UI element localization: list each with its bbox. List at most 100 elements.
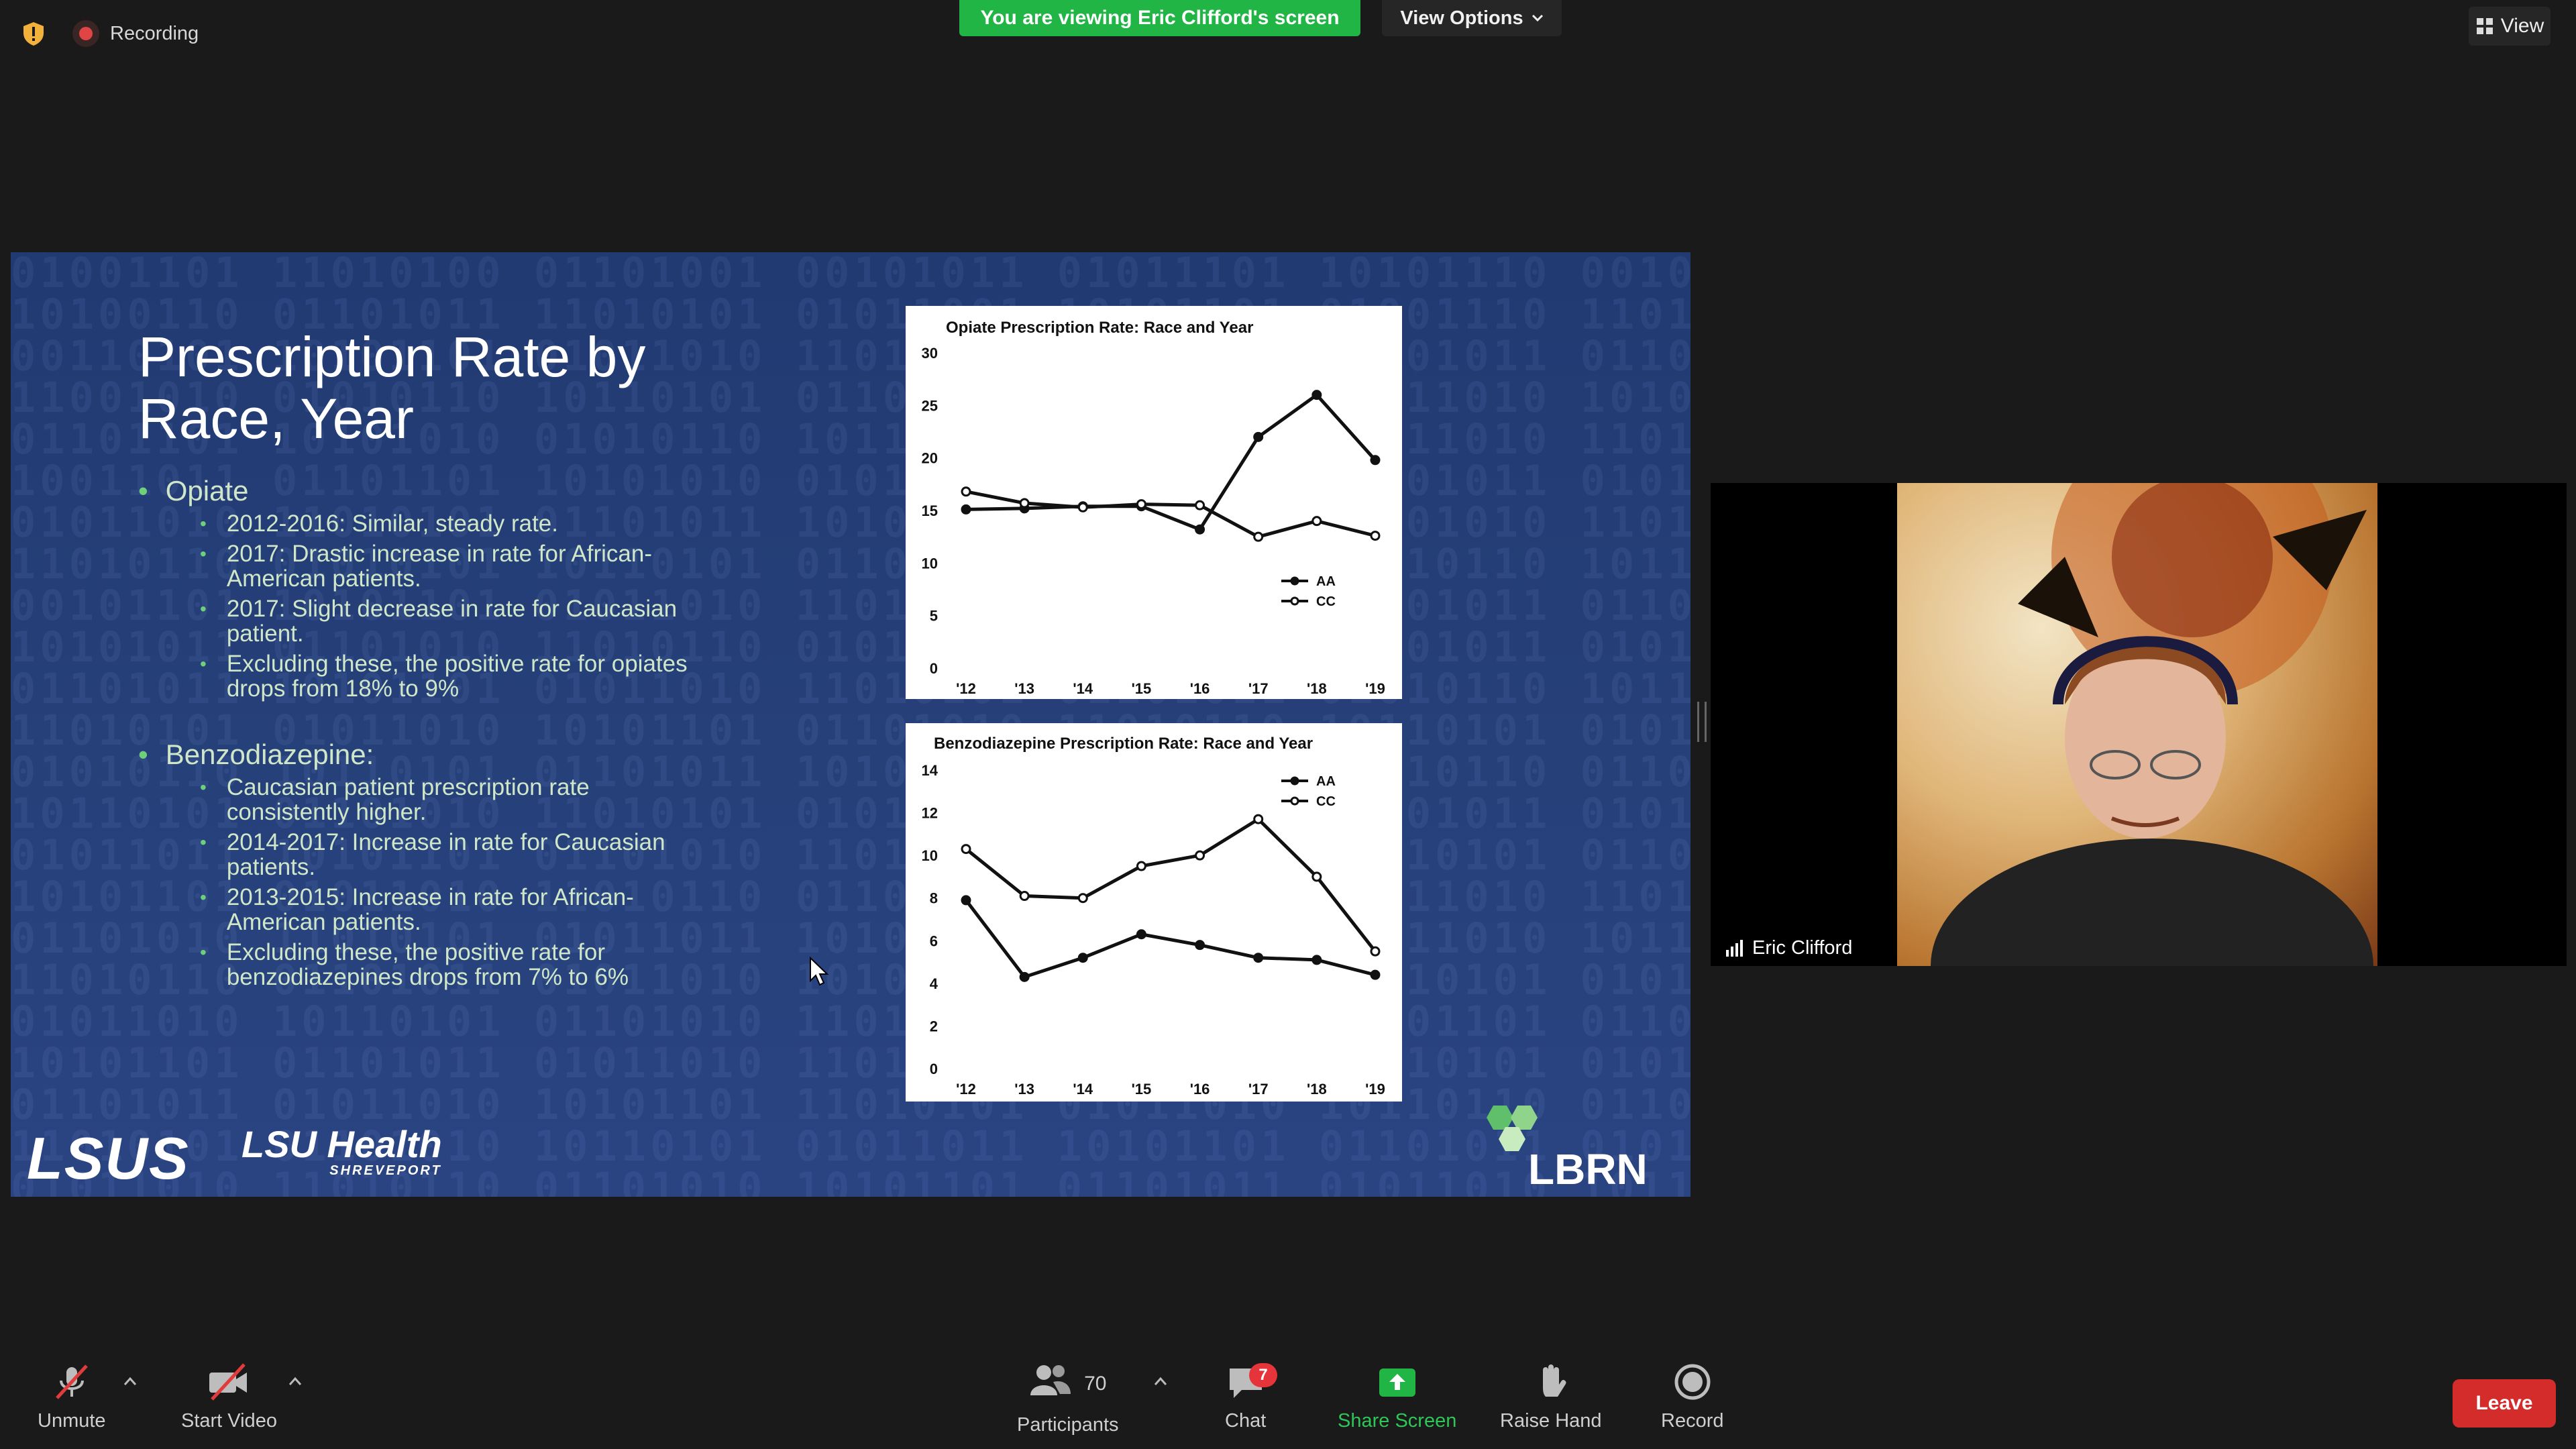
start-video-button[interactable]: Start Video (181, 1362, 277, 1432)
data-point-aa (1019, 971, 1030, 982)
x-tick-label: '13 (1014, 1081, 1034, 1097)
chevron-down-icon (1532, 14, 1543, 22)
legend-marker-cc (1290, 596, 1299, 606)
audio-options-caret-icon[interactable] (123, 1377, 137, 1386)
x-tick-label: '12 (956, 1081, 976, 1097)
opiate-chart-panel: Opiate Prescription Rate: Race and Year 0… (906, 306, 1402, 699)
data-point-aa (1253, 953, 1264, 963)
microphone-muted-icon (55, 1364, 88, 1399)
legend-label: AA (1316, 574, 1336, 589)
lsus-logo: LSUS (27, 1125, 190, 1191)
sub-bullet: • 2012-2016: Similar, steady rate. (200, 511, 558, 537)
sub-bullet: • 2017: Slight decrease in rate for Cauca… (200, 596, 715, 646)
bullet-label: Opiate (165, 475, 249, 506)
benzodiazepine-chart-panel: Benzodiazepine Prescription Rate: Race a… (906, 723, 1402, 1102)
opiate-chart: Opiate Prescription Rate: Race and Year 0… (922, 319, 1385, 697)
data-point-aa (1311, 955, 1322, 965)
participants-button[interactable]: 70 Participants (1017, 1362, 1119, 1436)
x-tick-label: '17 (1248, 1081, 1269, 1097)
video-options-caret-icon[interactable] (288, 1377, 302, 1386)
chart-title: Opiate Prescription Rate: Race and Year (946, 319, 1253, 337)
view-button[interactable]: View (2469, 7, 2551, 46)
chat-label: Chat (1225, 1410, 1267, 1432)
x-tick-label: '19 (1365, 1081, 1385, 1097)
legend-label: CC (1316, 594, 1336, 609)
y-tick-label: 10 (922, 847, 938, 864)
panel-resize-handle[interactable] (1697, 702, 1707, 742)
shreveport-text: SHREVEPORT (329, 1163, 442, 1178)
lbrn-text: LBRN (1528, 1145, 1648, 1193)
sub-bullet-text: 2017: Slight decrease in rate for Caucas… (226, 596, 678, 647)
slide-title-line1: Prescription Rate by (138, 325, 646, 388)
legend-marker-cc (1290, 796, 1299, 806)
bullet-benzodiazepine: • Benzodiazepine: (138, 739, 374, 770)
data-point-aa (961, 504, 971, 515)
leave-button[interactable]: Leave (2453, 1379, 2556, 1428)
sub-bullet-text: Caucasian patient prescription rate cons… (226, 774, 590, 825)
data-point-aa (1077, 953, 1088, 963)
sub-bullet: • Caucasian patient prescription rate con… (200, 775, 715, 824)
signal-strength-icon (1726, 940, 1743, 957)
lbrn-hexagon-icon (1487, 1106, 1538, 1151)
recording-indicator-icon (72, 20, 99, 47)
sub-bullet: • 2013-2015: Increase in rate for African… (200, 885, 715, 934)
start-video-label: Start Video (181, 1410, 277, 1432)
bullet-opiate: • Opiate (138, 475, 249, 506)
data-point-aa (1195, 524, 1205, 535)
view-label: View (2500, 15, 2544, 37)
raise-hand-button[interactable]: Raise Hand (1500, 1362, 1602, 1432)
y-tick-label: 20 (922, 450, 938, 467)
data-point-aa (1311, 390, 1322, 400)
legend-marker-aa (1290, 776, 1299, 786)
security-shield-icon[interactable] (20, 20, 47, 47)
x-tick-label: '14 (1073, 1081, 1093, 1097)
x-tick-label: '17 (1248, 680, 1269, 697)
sub-bullet: • 2014-2017: Increase in rate for Caucasi… (200, 830, 715, 879)
sub-bullet-text: Excluding these, the positive rate for o… (226, 651, 688, 702)
chat-unread-badge: 7 (1249, 1363, 1277, 1387)
view-options-button[interactable]: View Options (1382, 0, 1562, 36)
data-point-aa (1253, 431, 1264, 442)
x-tick-label: '16 (1190, 1081, 1210, 1097)
lsu-health-text: LSU Health (241, 1123, 442, 1165)
y-tick-label: 0 (930, 660, 938, 677)
x-tick-label: '12 (956, 680, 976, 697)
data-point-aa (1370, 455, 1381, 466)
data-point-aa (1195, 940, 1205, 951)
y-tick-label: 8 (930, 890, 938, 907)
data-point-cc (1077, 502, 1088, 513)
slide-bullets: • Opiate • 2012-2016: Similar, steady rate… (138, 475, 715, 995)
share-screen-label: Share Screen (1338, 1410, 1457, 1432)
grid-view-icon (2476, 18, 2493, 34)
x-tick-label: '19 (1365, 680, 1385, 697)
record-button[interactable]: Record (1661, 1362, 1724, 1432)
legend-label: CC (1316, 794, 1336, 809)
y-tick-label: 6 (930, 932, 938, 949)
data-point-aa (1370, 969, 1381, 980)
data-point-cc (1370, 531, 1381, 541)
participant-video-frame (1931, 483, 2373, 966)
slide-title: Prescription Rate by Race, Year (138, 326, 742, 449)
share-screen-button[interactable]: Share Screen (1338, 1362, 1456, 1432)
y-tick-label: 15 (922, 502, 938, 519)
x-tick-label: '18 (1307, 1081, 1327, 1097)
record-label: Record (1661, 1410, 1724, 1432)
view-options-label: View Options (1400, 7, 1523, 29)
y-tick-label: 2 (930, 1018, 938, 1034)
mouse-cursor-icon (810, 957, 829, 986)
viewing-banner: You are viewing Eric Clifford's screen (959, 0, 1360, 36)
lbrn-logo: LBRN (1473, 1099, 1648, 1193)
participants-options-caret-icon[interactable] (1154, 1377, 1167, 1386)
participant-video[interactable] (1897, 483, 2377, 966)
data-point-cc (961, 486, 971, 497)
data-point-cc (961, 844, 971, 855)
sub-bullet-text: 2017: Drastic increase in rate for Afric… (226, 541, 652, 592)
unmute-button[interactable]: Unmute (38, 1362, 106, 1432)
data-point-cc (1019, 891, 1030, 902)
data-point-cc (1370, 946, 1381, 957)
series-line-cc (965, 816, 1377, 953)
benzodiazepine-chart: Benzodiazepine Prescription Rate: Race a… (922, 735, 1385, 1097)
x-tick-label: '18 (1307, 680, 1327, 697)
x-tick-label: '13 (1014, 680, 1034, 697)
legend-marker-aa (1290, 576, 1299, 586)
